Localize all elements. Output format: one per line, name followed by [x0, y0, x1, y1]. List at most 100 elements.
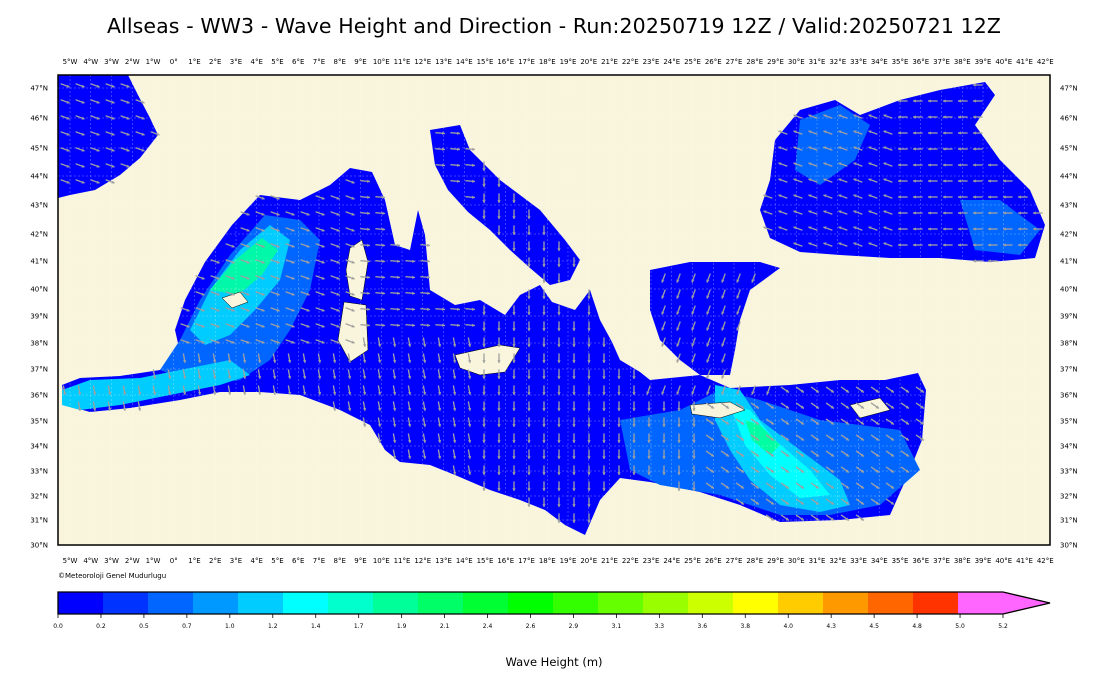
wave-arrow [527, 225, 531, 235]
wave-arrow [407, 417, 412, 428]
wave-arrow [825, 466, 835, 473]
wave-arrow [572, 369, 576, 379]
wave-arrow [780, 450, 790, 457]
wave-arrow [270, 243, 280, 248]
wave-arrow [330, 211, 340, 216]
wave-arrow [105, 115, 115, 120]
lon-label-top: 3°E [230, 58, 242, 66]
wave-arrow [482, 417, 486, 427]
wave-arrow [898, 147, 908, 151]
wave-arrow [75, 83, 85, 88]
wave-arrow [943, 211, 953, 215]
wave-arrow [602, 337, 606, 347]
wave-arrow [720, 434, 730, 441]
wave-arrow [898, 115, 908, 119]
lon-label-top: 4°W [83, 58, 98, 66]
cyprus-island [849, 397, 891, 419]
wave-arrow [542, 273, 546, 283]
lon-label-bottom: 24°E [663, 557, 680, 565]
wave-arrow [407, 369, 412, 380]
lat-label-right: 35°N [1060, 418, 1078, 426]
wave-arrow [107, 385, 112, 396]
balearic-islands [221, 291, 249, 309]
wave-arrow [375, 195, 386, 199]
wave-arrow [810, 498, 820, 505]
wave-arrow [330, 195, 340, 200]
wave-arrow [497, 337, 501, 347]
wave-arrow [467, 401, 472, 412]
wave-arrow [315, 339, 325, 344]
wave-arrow [928, 147, 938, 151]
wave-arrow [973, 195, 983, 199]
wave-arrow [838, 146, 848, 151]
wave-arrow [300, 243, 310, 248]
wave-arrow [512, 353, 516, 363]
wave-arrow [765, 450, 775, 457]
wave-arrow [512, 337, 516, 347]
wave-arrow [557, 353, 561, 363]
wave-arrow [300, 291, 310, 296]
wave-arrow [240, 323, 250, 328]
lon-label-bottom: 37°E [933, 557, 950, 565]
graticule [58, 75, 1050, 545]
wave-arrow [900, 434, 910, 441]
wave-arrow [450, 179, 461, 183]
wave-arrow [913, 115, 923, 119]
wave-arrow [572, 497, 576, 507]
wave-arrow [317, 385, 322, 396]
wave-arrow [706, 305, 711, 315]
wave-arrow [915, 434, 925, 441]
wave-arrow [347, 385, 352, 396]
lat-label-right: 46°N [1060, 115, 1078, 123]
wave-arrow [587, 321, 591, 331]
lat-labels-right: 47°N 46°N 45°N 44°N 43°N 42°N 41°N 40°N 39°N 38°N… [1060, 85, 1078, 550]
lon-label-top: 26°E [705, 58, 722, 66]
wave-arrow [988, 227, 998, 231]
wave-arrow [420, 307, 431, 311]
wave-zone-0.7m-alboran [62, 360, 250, 410]
wave-arrow [765, 498, 775, 505]
wave-arrow [405, 275, 416, 279]
colorbar-tick-label: 2.9 [569, 623, 579, 630]
wave-arrow [691, 305, 696, 315]
wave-arrow [750, 450, 760, 457]
wave-arrow [677, 417, 681, 427]
colorbar-segment [643, 592, 689, 614]
wave-arrow [973, 227, 983, 231]
wave-arrow [512, 449, 516, 459]
wave-arrow [602, 433, 606, 443]
wave-arrow [793, 114, 803, 119]
colorbar-segment [553, 592, 599, 614]
wave-arrow [587, 337, 591, 347]
lon-label-bottom: 27°E [726, 557, 743, 565]
wave-arrow [765, 418, 775, 425]
wave-arrow [437, 353, 442, 364]
colorbar-segment [463, 592, 509, 614]
wave-arrow [855, 418, 865, 425]
wave-arrow [392, 369, 397, 380]
wave-arrow [285, 243, 295, 248]
lon-label-bottom: 30°E [788, 557, 805, 565]
wave-arrow [497, 449, 501, 459]
wave-arrow [542, 337, 546, 347]
wave-arrow [823, 226, 833, 231]
wave-arrow [572, 433, 576, 443]
wave-arrow [915, 402, 925, 409]
wave-arrow [885, 450, 895, 457]
colorbar-segment [778, 592, 824, 614]
wave-arrow [315, 291, 325, 296]
wave-arrow [467, 417, 472, 428]
lon-label-bottom: 40°E [995, 557, 1012, 565]
wave-arrow [572, 465, 576, 475]
lon-label-top: 33°E [850, 58, 867, 66]
colorbar-tick-label: 2.6 [526, 623, 536, 630]
lon-label-top: 36°E [912, 58, 929, 66]
wave-arrow [450, 147, 461, 151]
wave-arrow [137, 401, 142, 412]
wave-arrow [452, 449, 457, 460]
wave-arrow [825, 498, 835, 505]
wave-arrow [120, 147, 130, 152]
wave-arrow [287, 385, 292, 396]
wave-arrow [360, 179, 371, 183]
wave-arrow [465, 195, 476, 199]
